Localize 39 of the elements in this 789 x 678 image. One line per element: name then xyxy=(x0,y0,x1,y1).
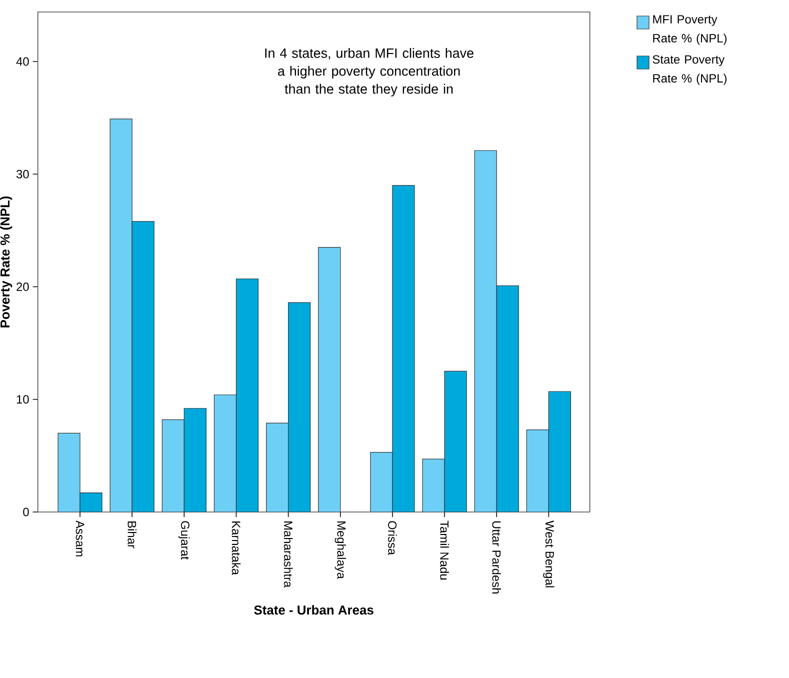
x-tick-label: Meghalaya xyxy=(334,521,346,579)
bar xyxy=(214,394,236,512)
bar xyxy=(370,452,393,512)
x-tick-label: Bihar xyxy=(128,521,136,548)
x-tick-label: Gujarat xyxy=(178,521,190,560)
x-tick-label: Orissa xyxy=(388,521,397,556)
x-tick-label: Karnataka xyxy=(232,521,241,575)
bar xyxy=(392,185,415,512)
bar xyxy=(132,221,154,512)
bar xyxy=(444,370,467,512)
x-tick-label: Tamil Nadu xyxy=(440,520,449,580)
bar xyxy=(526,429,549,512)
bar xyxy=(422,458,445,512)
y-tick-label: 20 xyxy=(16,282,29,291)
legend-label: MFI Poverty Rate % (NPL) xyxy=(653,15,727,45)
x-axis-title: State - Urban Areas xyxy=(254,605,374,615)
y-axis-title: Poverty Rate % (NPL) xyxy=(0,196,12,328)
bar xyxy=(162,420,184,512)
y-tick-label: 40 xyxy=(16,57,29,66)
bar xyxy=(236,278,258,512)
bar xyxy=(474,150,497,512)
bar xyxy=(80,492,102,512)
bar xyxy=(58,433,80,512)
bar xyxy=(496,285,519,512)
x-tick-label: Assam xyxy=(76,520,84,556)
x-tick-label: Maharashtra xyxy=(284,521,293,588)
bar xyxy=(110,118,132,512)
annotation: In 4 states, urban MFI clients have a higher poverty concentration than the state they reside in xyxy=(265,48,474,96)
x-tick-label: West Bengal xyxy=(543,520,554,588)
bar xyxy=(266,423,288,512)
y-tick-label: 10 xyxy=(16,395,29,404)
bar xyxy=(184,408,206,512)
bar xyxy=(318,247,340,512)
legend-label: State Poverty Rate % (NPL) xyxy=(652,55,727,85)
y-tick-label: 30 xyxy=(16,170,29,178)
bar xyxy=(288,302,310,512)
x-tick-label: Uttar Pardesh xyxy=(492,521,501,594)
bar xyxy=(548,391,571,512)
y-tick-label: 0 xyxy=(23,508,29,516)
